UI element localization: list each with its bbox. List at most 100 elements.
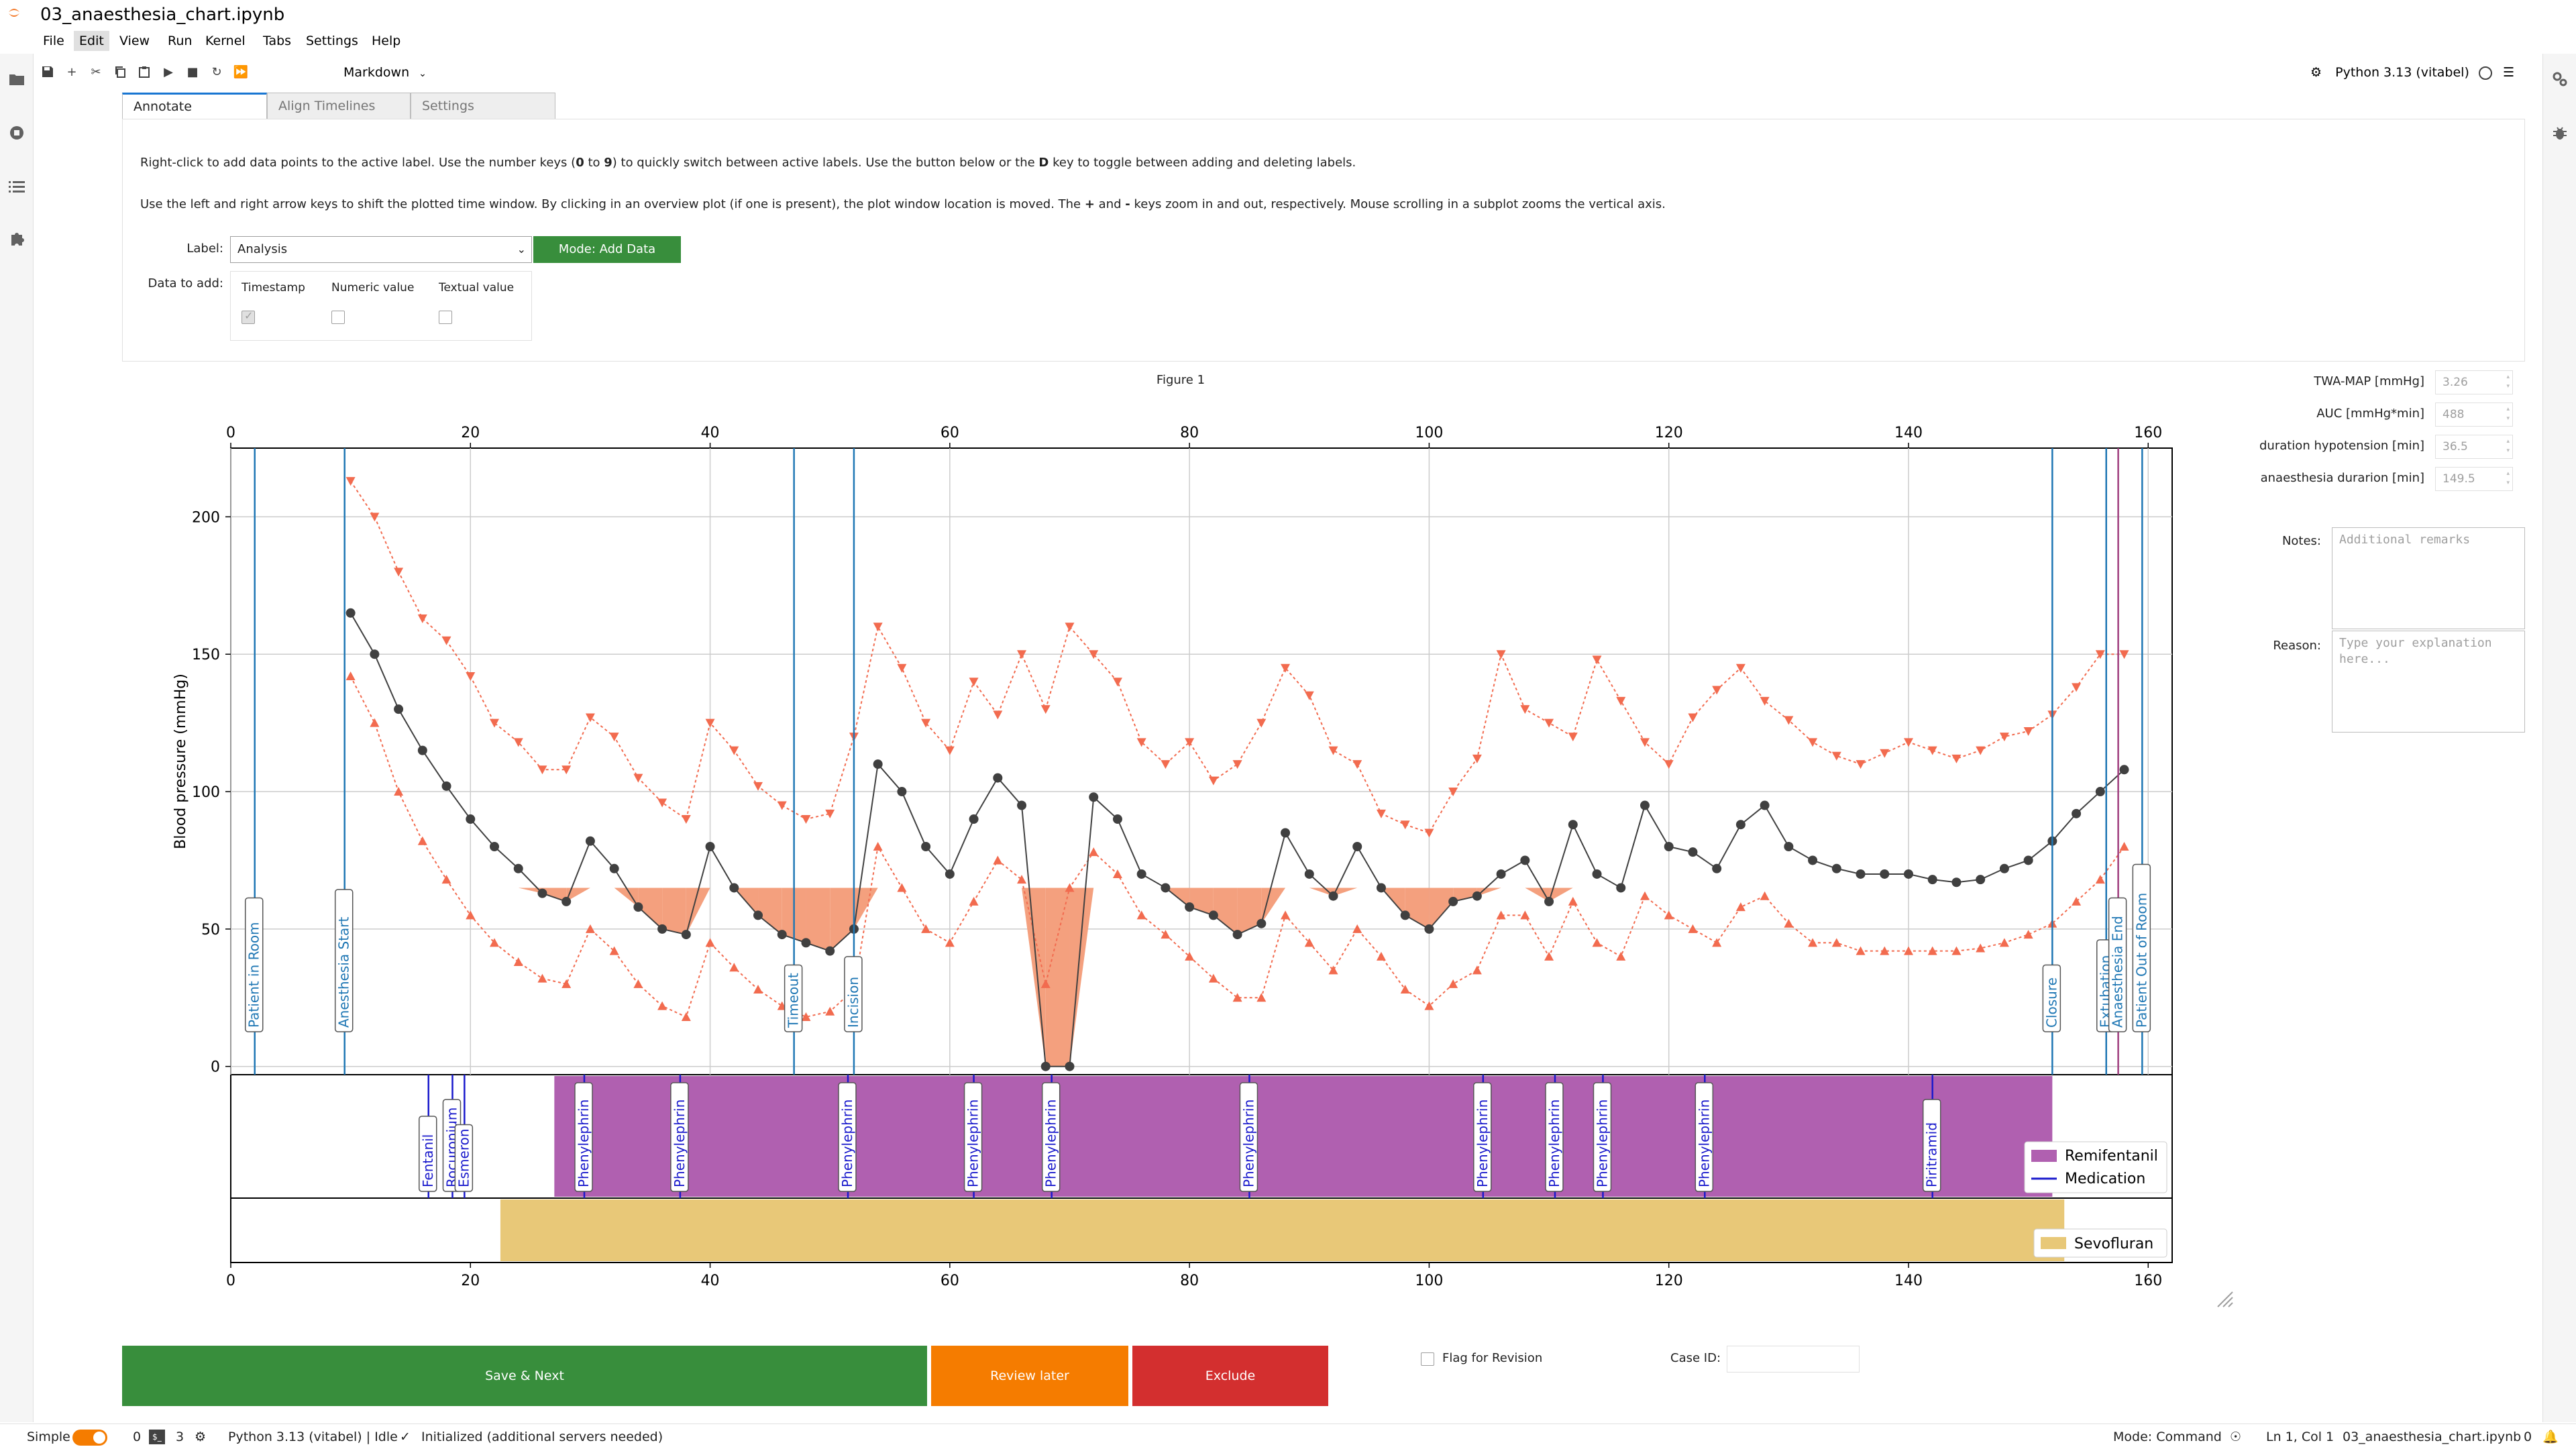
- stop-icon[interactable]: ■: [186, 64, 199, 79]
- mode-add-data-button[interactable]: Mode: Add Data: [533, 236, 681, 263]
- event-label: Patient Out of Room: [2133, 893, 2149, 1028]
- exclude-button[interactable]: Exclude: [1132, 1346, 1328, 1406]
- menu-settings[interactable]: Settings: [306, 34, 358, 48]
- x-tick-label-bottom: 160: [2134, 1273, 2162, 1289]
- notes-textarea[interactable]: Additional remarks: [2332, 527, 2525, 629]
- tab-annotate[interactable]: Annotate: [122, 93, 267, 119]
- diastolic-point: [1112, 869, 1122, 878]
- property-inspector-icon[interactable]: [2551, 70, 2569, 89]
- cursor-position-text[interactable]: Ln 1, Col 1: [2266, 1430, 2334, 1444]
- insert-cell-icon[interactable]: +: [66, 64, 77, 79]
- simple-mode-toggle[interactable]: [72, 1430, 107, 1446]
- run-icon[interactable]: ▶: [164, 64, 173, 79]
- case-id-input[interactable]: [1727, 1346, 1860, 1373]
- extensions-icon[interactable]: [7, 229, 26, 248]
- lsp-status-text[interactable]: Initialized (additional servers needed): [421, 1430, 663, 1444]
- map-point: [1903, 869, 1913, 879]
- stat-hypotension-input[interactable]: 36.5: [2435, 435, 2513, 459]
- diastolic-point: [753, 985, 763, 994]
- stat-anaesthesia-duration-input[interactable]: 149.5: [2435, 467, 2513, 491]
- paste-icon[interactable]: [134, 62, 154, 82]
- fast-forward-icon[interactable]: ⏩: [233, 64, 249, 79]
- restart-icon[interactable]: ↻: [211, 64, 222, 79]
- systolic-point: [921, 718, 931, 728]
- save-icon[interactable]: [38, 62, 58, 82]
- medication-label-box: [1545, 1082, 1564, 1192]
- diastolic-point: [2095, 875, 2105, 884]
- kernel-status-text[interactable]: Python 3.13 (vitabel) | Idle: [228, 1430, 398, 1444]
- copy-icon[interactable]: [110, 62, 130, 82]
- map-point: [1688, 847, 1698, 857]
- blood-pressure-chart[interactable]: Patient in Room Anesthesia Start Timeout In…: [161, 402, 2187, 1301]
- table-of-contents-icon[interactable]: [7, 177, 26, 196]
- cell-type-select[interactable]: Markdown ⌄: [343, 63, 427, 82]
- folder-icon[interactable]: [7, 70, 26, 89]
- debugger-icon[interactable]: [2551, 123, 2569, 142]
- systolic-point: [729, 746, 739, 755]
- diastolic-point: [490, 938, 500, 947]
- map-point: [993, 773, 1003, 783]
- diastolic-point: [1472, 965, 1482, 975]
- notebook-toolbar: + ✂ ▶ ■ ↻ ⏩ Markdown ⌄ ⚙ Python 3.13 (vi…: [35, 59, 2541, 86]
- systolic-point: [1999, 733, 2009, 742]
- review-later-button[interactable]: Review later: [931, 1346, 1128, 1406]
- menu-view[interactable]: View: [119, 34, 150, 48]
- map-point: [2095, 787, 2105, 797]
- kernel-indicator[interactable]: ⚙ Python 3.13 (vitabel) ☰: [2310, 63, 2514, 82]
- label-select[interactable]: Analysis ⌄: [230, 236, 532, 263]
- medication-label-box: [574, 1082, 593, 1192]
- flag-revision-checkbox[interactable]: [1421, 1352, 1434, 1366]
- stat-twa-map-input[interactable]: 3.26: [2435, 370, 2513, 394]
- timestamp-checkbox[interactable]: [241, 309, 255, 324]
- hypotension-area: [758, 888, 782, 935]
- annotate-panel: Right-click to add data points to the ac…: [122, 119, 2525, 362]
- hypotension-area: [853, 888, 878, 929]
- menu-kernel[interactable]: Kernel: [205, 34, 246, 48]
- diastolic-point: [1161, 930, 1171, 939]
- map-point: [777, 930, 787, 940]
- map-point: [1208, 910, 1218, 920]
- map-point: [1185, 902, 1195, 912]
- event-label: Incision: [845, 977, 861, 1028]
- y-tick-label: 0: [211, 1059, 220, 1076]
- legend-frame: [2024, 1141, 2167, 1193]
- menu-tabs[interactable]: Tabs: [263, 34, 292, 48]
- numeric-value-checkbox[interactable]: [331, 311, 345, 324]
- systolic-point: [1712, 686, 1722, 695]
- event-label-box: [334, 889, 354, 1032]
- map-point: [466, 814, 476, 824]
- cut-icon[interactable]: ✂: [91, 64, 101, 79]
- systolic-point: [561, 765, 572, 775]
- figure-resize-handle-icon[interactable]: [2216, 1291, 2234, 1308]
- x-tick-label-top: 0: [226, 425, 235, 441]
- systolic-point: [1616, 696, 1626, 706]
- textual-value-checkbox[interactable]: [439, 311, 452, 324]
- diastolic-point: [609, 946, 619, 955]
- menu-icon[interactable]: ☰: [2502, 65, 2514, 80]
- diastolic-point: [1136, 910, 1146, 920]
- running-kernels-icon[interactable]: [7, 123, 26, 142]
- lsp-icon: ✓: [400, 1430, 411, 1444]
- reason-textarea[interactable]: Type your explanation here...: [2332, 631, 2525, 733]
- diastolic-point: [801, 1012, 811, 1021]
- x-tick-label-top: 160: [2134, 425, 2162, 441]
- hypotension-area: [1429, 888, 1454, 929]
- bell-icon[interactable]: 🔔: [2542, 1430, 2559, 1444]
- map-point: [2023, 855, 2033, 865]
- map-point: [825, 946, 835, 956]
- menu-edit[interactable]: Edit: [74, 31, 109, 51]
- menu-run[interactable]: Run: [168, 34, 193, 48]
- tab-settings[interactable]: Settings: [411, 93, 555, 119]
- menu-file[interactable]: File: [43, 34, 64, 48]
- save-next-button[interactable]: Save & Next: [122, 1346, 927, 1406]
- map-point: [513, 863, 523, 873]
- medication-label-box: [1239, 1082, 1258, 1192]
- diastolic-point: [1880, 946, 1890, 955]
- map-point: [801, 938, 811, 948]
- diastolic-point: [561, 979, 572, 988]
- tab-align-timelines[interactable]: Align Timelines: [267, 93, 411, 119]
- menu-help[interactable]: Help: [372, 34, 401, 48]
- stat-auc-input[interactable]: 488: [2435, 402, 2513, 427]
- diastolic-point: [1352, 924, 1362, 933]
- notification-count[interactable]: 0: [2524, 1430, 2532, 1444]
